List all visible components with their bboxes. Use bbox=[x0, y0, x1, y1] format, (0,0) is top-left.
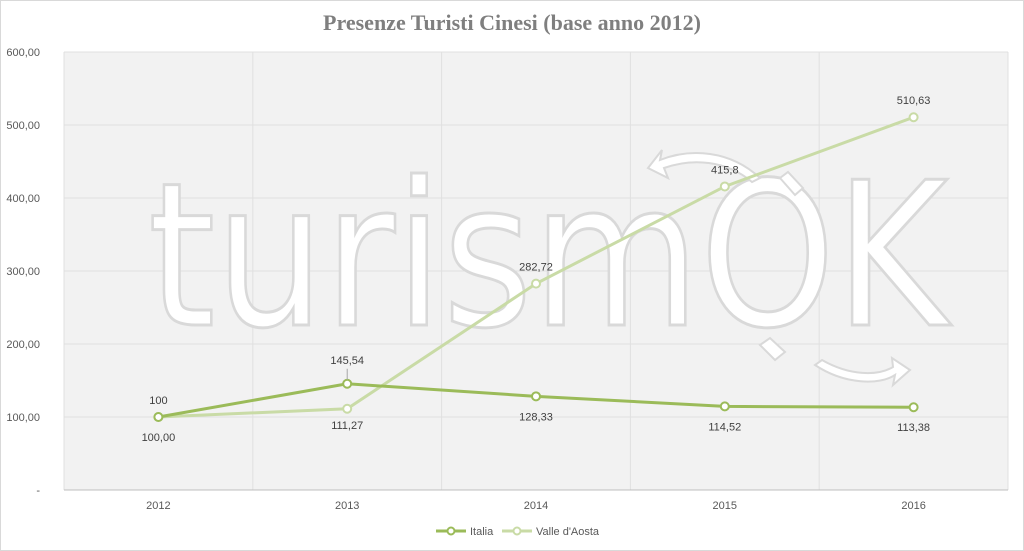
data-point bbox=[908, 112, 919, 123]
top-arrow-tail-icon bbox=[778, 170, 805, 197]
y-tick-label: 600,00 bbox=[6, 47, 40, 59]
legend-label: Valle d'Aosta bbox=[536, 526, 600, 538]
x-tick-label: 2015 bbox=[713, 500, 737, 512]
watermark-text: turismOK bbox=[148, 140, 952, 373]
data-point bbox=[908, 402, 919, 413]
data-label: 113,38 bbox=[897, 422, 930, 434]
legend-label: Italia bbox=[470, 526, 494, 538]
x-tick-label: 2013 bbox=[335, 500, 359, 512]
y-tick-label: 500,00 bbox=[6, 120, 40, 132]
legend-marker bbox=[446, 526, 456, 536]
chart-title: Presenze Turisti Cinesi (base anno 2012) bbox=[323, 10, 701, 35]
top-arrow-icon bbox=[646, 149, 762, 184]
data-labels: 100,00 145,54 128,33 114,52 113,38 100 111,27 2… bbox=[142, 95, 931, 444]
legend-marker bbox=[512, 526, 522, 536]
data-label: 114,52 bbox=[708, 421, 741, 433]
x-tick-label: 2014 bbox=[524, 500, 548, 512]
legend: Italia Valle d'Aosta bbox=[436, 526, 600, 538]
data-point bbox=[153, 412, 164, 422]
y-tick-label: - bbox=[36, 485, 40, 497]
y-tick-label: 400,00 bbox=[6, 193, 40, 205]
data-point bbox=[719, 181, 730, 192]
data-label: 100,00 bbox=[142, 432, 176, 444]
axes: - 100,00 200,00 300,00 400,00 500,00 600,00 201… bbox=[6, 47, 1008, 512]
series-lines bbox=[153, 112, 919, 422]
data-point bbox=[531, 278, 541, 289]
data-label: 282,72 bbox=[519, 262, 553, 274]
data-point bbox=[531, 391, 541, 402]
x-tick-label: 2012 bbox=[146, 500, 170, 512]
data-point bbox=[342, 378, 353, 389]
data-label: 111,27 bbox=[331, 420, 363, 432]
y-tick-label: 100,00 bbox=[6, 412, 40, 424]
data-label: 415,8 bbox=[711, 164, 739, 176]
bottom-arrow-icon bbox=[813, 355, 912, 388]
data-label: 145,54 bbox=[330, 355, 364, 367]
data-label: 510,63 bbox=[897, 95, 931, 107]
watermark-logo: turismOK bbox=[147, 139, 954, 388]
y-tick-label: 300,00 bbox=[6, 266, 40, 278]
gridlines bbox=[63, 51, 1009, 490]
data-label: 100 bbox=[149, 395, 167, 407]
data-point bbox=[719, 401, 730, 412]
data-label: 128,33 bbox=[519, 411, 553, 423]
data-point bbox=[342, 403, 353, 414]
bottom-arrow-tail-icon bbox=[758, 336, 787, 362]
y-tick-label: 200,00 bbox=[6, 339, 40, 351]
x-tick-label: 2016 bbox=[901, 500, 925, 512]
